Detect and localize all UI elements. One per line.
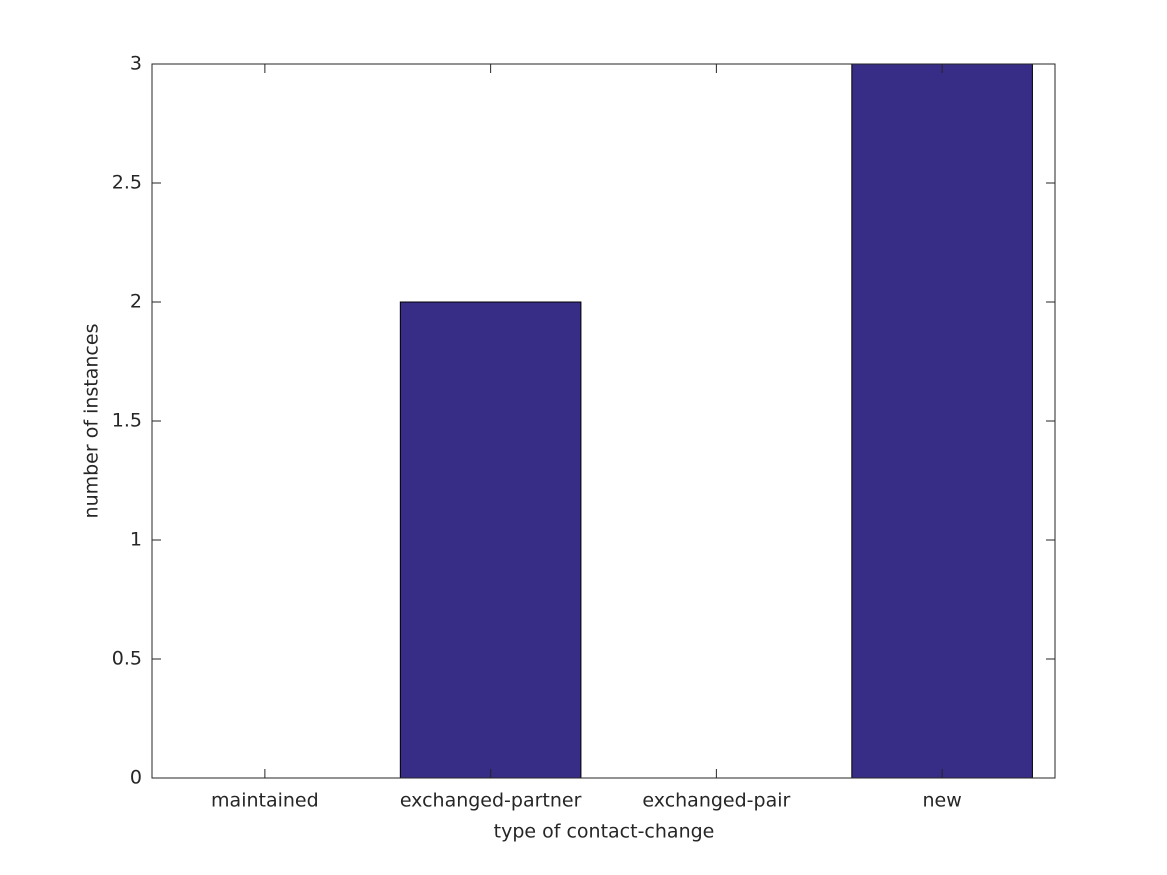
y-axis-label: number of instances (81, 324, 103, 519)
x-tick-label: maintained (211, 790, 319, 812)
y-tick-label: 0 (130, 767, 142, 789)
y-tick-label: 1 (130, 529, 142, 551)
x-tick-label: exchanged-pair (642, 790, 790, 812)
bar (851, 63, 1033, 779)
bar (399, 301, 582, 779)
x-tick-label: new (922, 790, 961, 812)
y-tick-label: 2 (130, 291, 142, 313)
y-tick-label: 2.5 (112, 172, 142, 194)
x-tick-label: exchanged-partner (400, 790, 582, 812)
y-tick-label: 0.5 (112, 648, 142, 670)
y-tick-label: 1.5 (112, 410, 142, 432)
x-axis-label: type of contact-change (494, 821, 715, 843)
y-tick-label: 3 (130, 53, 142, 75)
